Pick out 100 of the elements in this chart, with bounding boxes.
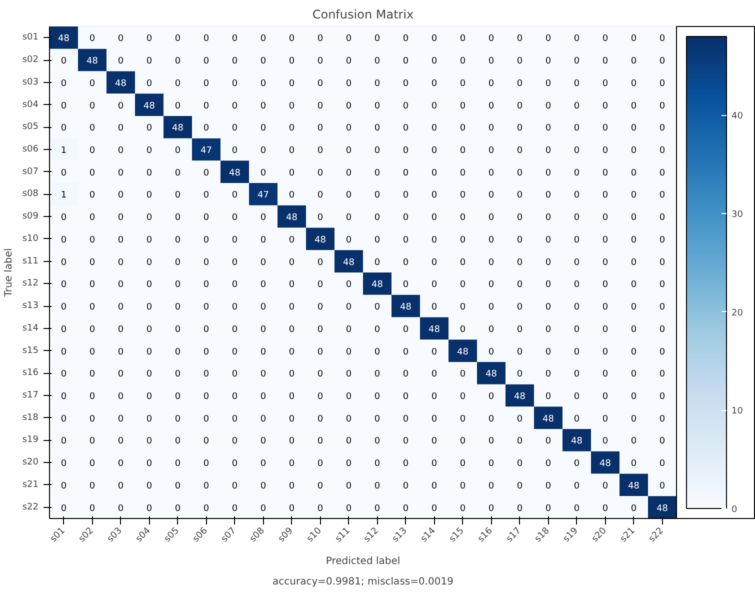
data-label: 0 — [516, 56, 523, 67]
y-tick-label: s12 — [22, 278, 39, 289]
data-label: 0 — [232, 34, 238, 44]
data-label: 0 — [431, 56, 438, 67]
data-label: 0 — [431, 213, 438, 224]
data-label: 0 — [402, 370, 409, 380]
data-label: 0 — [630, 370, 637, 380]
data-label: 0 — [89, 258, 96, 268]
data-label: 0 — [630, 101, 637, 112]
data-label: 0 — [460, 146, 466, 156]
data-label: 0 — [431, 124, 438, 134]
data-label: 0 — [260, 146, 266, 156]
data-label: 0 — [545, 436, 552, 447]
data-label: 0 — [60, 436, 67, 447]
data-label: 0 — [545, 78, 552, 89]
data-label: 0 — [374, 370, 380, 380]
data-label: 0 — [203, 280, 210, 290]
data-label: 0 — [174, 34, 181, 44]
data-label: 0 — [659, 370, 666, 380]
data-label: 0 — [374, 168, 380, 178]
data-label: 0 — [488, 78, 494, 89]
data-label: 0 — [460, 481, 466, 492]
data-label: 0 — [659, 101, 666, 112]
data-label: 0 — [630, 56, 637, 67]
data-label: 0 — [288, 504, 295, 514]
data-label: 0 — [488, 101, 494, 112]
data-label: 0 — [203, 258, 210, 268]
data-label: 0 — [630, 302, 637, 313]
data-label: 0 — [659, 190, 666, 201]
data-label: 0 — [317, 459, 324, 470]
data-label: 0 — [146, 392, 152, 402]
data-label: 0 — [346, 481, 352, 492]
data-label: 0 — [232, 302, 238, 313]
data-label: 0 — [60, 459, 67, 470]
data-label: 0 — [545, 101, 552, 112]
data-label: 0 — [630, 324, 637, 335]
data-label: 0 — [402, 235, 409, 246]
data-label: 0 — [118, 258, 124, 268]
data-label: 0 — [431, 370, 438, 380]
x-tick-label: s01 — [48, 526, 68, 544]
data-label: 0 — [630, 392, 637, 402]
data-label: 0 — [232, 78, 238, 89]
data-label: 0 — [431, 414, 438, 424]
data-label: 0 — [431, 347, 438, 358]
data-label: 0 — [232, 213, 238, 224]
data-label: 0 — [402, 258, 409, 268]
data-label: 0 — [203, 168, 210, 178]
data-label: 0 — [659, 481, 666, 492]
data-label: 0 — [146, 481, 152, 492]
data-label: 0 — [118, 101, 124, 112]
data-label: 0 — [288, 414, 295, 424]
data-label: 0 — [602, 481, 608, 492]
data-label: 0 — [89, 459, 96, 470]
data-label: 0 — [402, 392, 409, 402]
x-tick-label: s14 — [419, 526, 438, 544]
data-label: 0 — [431, 168, 438, 178]
data-label: 0 — [602, 392, 608, 402]
y-tick-label: s03 — [22, 77, 39, 88]
data-label: 0 — [374, 213, 380, 224]
data-label: 0 — [174, 78, 181, 89]
data-label: 0 — [288, 392, 295, 402]
y-tick-label: s22 — [22, 502, 39, 512]
data-label: 0 — [60, 414, 67, 424]
data-label: 0 — [232, 481, 238, 492]
data-label: 0 — [232, 124, 238, 134]
data-label: 0 — [630, 414, 637, 424]
data-label: 0 — [118, 392, 124, 402]
y-tick-label: s10 — [22, 234, 39, 244]
data-label: 0 — [374, 347, 380, 358]
data-label: 0 — [317, 302, 324, 313]
data-label: 0 — [574, 168, 580, 178]
data-label: 0 — [146, 302, 152, 313]
data-label: 0 — [288, 280, 295, 290]
data-label: 0 — [659, 168, 666, 178]
data-label: 0 — [89, 504, 96, 514]
y-tick-label: s04 — [22, 100, 39, 110]
data-label: 0 — [630, 280, 637, 290]
data-label: 0 — [118, 213, 124, 224]
data-label: 0 — [203, 414, 210, 424]
data-label: 0 — [460, 190, 466, 201]
data-label: 0 — [630, 347, 637, 358]
y-tick-label: s08 — [22, 189, 39, 200]
y-tick-label: s18 — [22, 412, 39, 423]
data-label: 0 — [118, 414, 124, 424]
data-label: 0 — [203, 347, 210, 358]
data-label: 0 — [460, 124, 466, 134]
data-label: 0 — [317, 124, 324, 134]
data-label: 48 — [486, 370, 498, 380]
data-label: 48 — [172, 124, 184, 134]
data-label: 0 — [374, 124, 380, 134]
data-label: 0 — [431, 235, 438, 246]
data-label: 0 — [146, 56, 152, 67]
y-tick-label: s05 — [22, 122, 39, 132]
data-label: 0 — [431, 280, 438, 290]
data-label: 0 — [146, 168, 152, 178]
data-label: 0 — [602, 436, 608, 447]
data-label: 0 — [89, 78, 96, 89]
data-label: 0 — [232, 504, 238, 514]
data-label: 0 — [545, 347, 552, 358]
data-label: 0 — [89, 101, 96, 112]
